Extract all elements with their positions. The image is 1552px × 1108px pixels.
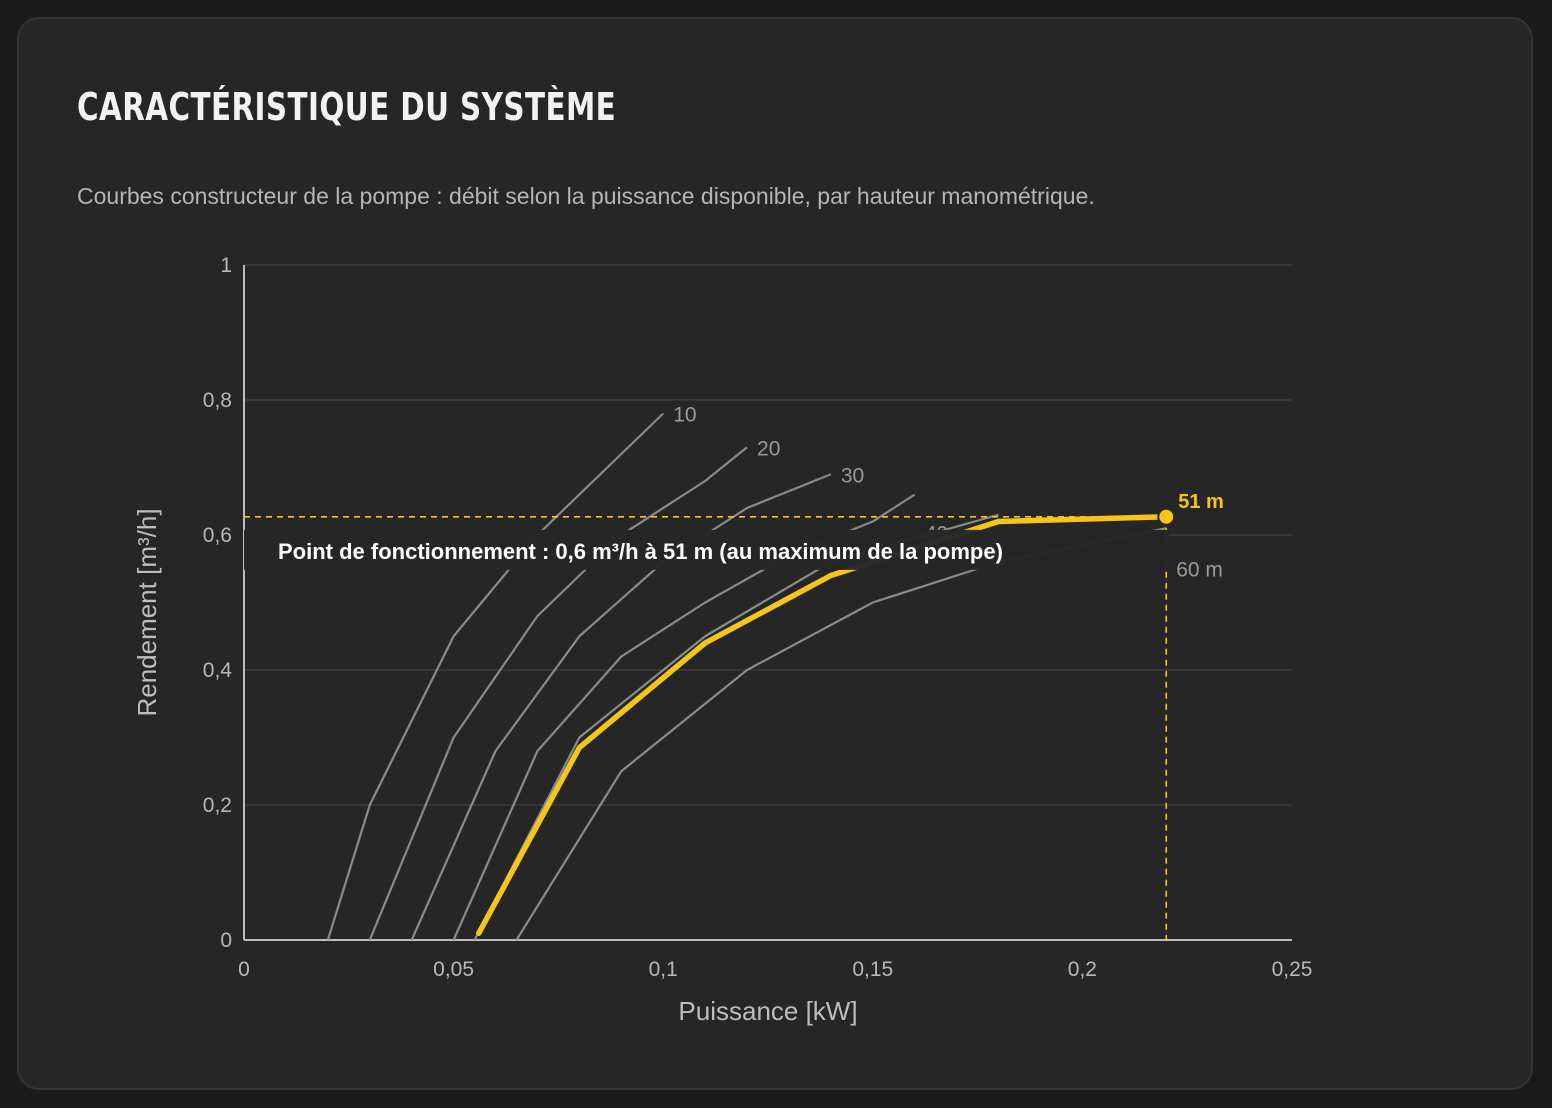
card-title: Caractéristique du système xyxy=(77,85,617,129)
y-tick-label: 0 xyxy=(220,929,232,952)
operating-note-background xyxy=(244,529,1169,570)
head-curve-line xyxy=(452,493,916,941)
x-axis-title: Puissance [kW] xyxy=(678,996,857,1026)
head-curves: 1020304060 m xyxy=(326,404,1223,941)
x-tick-label: 0 xyxy=(238,958,250,981)
operating-guides xyxy=(244,515,1168,940)
operating-note: Point de fonctionnement : 0,6 m³/h à 51 … xyxy=(278,539,1003,564)
head-curve-line xyxy=(326,412,664,941)
operating-point-label: 51 m xyxy=(1178,491,1224,513)
tick-labels: 00,20,40,60,810 0,05 0,1 0,15 0,2 0,25 xyxy=(203,254,1313,981)
y-tick-label: 0,8 xyxy=(203,389,232,412)
head-curve-label: 60 m xyxy=(1176,558,1223,581)
y-tick-label: 0,4 xyxy=(203,659,233,682)
head-curve-label: 10 xyxy=(673,404,696,427)
y-tick-label: 0,6 xyxy=(203,524,232,547)
x-tick-label: 0,1 xyxy=(649,958,678,981)
head-curve-label: 30 xyxy=(841,464,864,487)
x-tick-label: 0,15 xyxy=(852,958,893,981)
head-curve-line xyxy=(410,473,832,941)
y-tick-label: 0,2 xyxy=(203,794,232,817)
y-axis-title: Rendement [m³/h] xyxy=(132,508,162,716)
x-tick-label: 0,25 xyxy=(1272,958,1313,981)
x-tick-label: 0,2 xyxy=(1068,958,1097,981)
head-curve-line xyxy=(368,446,748,941)
x-tick-label: 0,05 xyxy=(433,958,474,981)
card-subtitle: Courbes constructeur de la pompe : débit… xyxy=(77,183,1095,209)
operating-point-marker xyxy=(1157,507,1176,526)
y-tick-label: 1 xyxy=(220,254,232,277)
head-curve-line xyxy=(473,513,999,941)
operating-curve-group: 51 m xyxy=(476,491,1224,936)
head-curve-label: 20 xyxy=(757,437,780,460)
operating-curve-line xyxy=(476,514,1169,936)
operating-note-group: Point de fonctionnement : 0,6 m³/h à 51 … xyxy=(244,529,1169,570)
head-curve-line xyxy=(515,527,1167,941)
axes xyxy=(243,265,1292,941)
